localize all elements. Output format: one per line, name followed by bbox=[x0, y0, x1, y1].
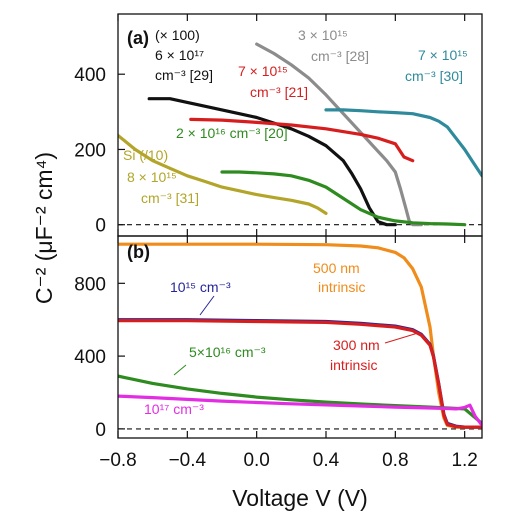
annotation-black-conc: 6 × 10¹⁷ bbox=[155, 47, 204, 63]
x-tick-label: −0.4 bbox=[169, 450, 207, 471]
series-line-red bbox=[118, 319, 482, 429]
annotation-red-ref: cm⁻³ [21] bbox=[250, 84, 308, 100]
panel-a-label: (a) bbox=[127, 28, 149, 48]
annotation-red-type: intrinsic bbox=[330, 357, 377, 373]
panel-b-ticks-group: 0 400 800 −0.8 −0.4 0.0 0.4 0.8 1.2 bbox=[74, 236, 478, 471]
panel-b-series-group bbox=[118, 242, 482, 430]
annotation-orange-type: intrinsic bbox=[318, 279, 365, 295]
leader-line-green bbox=[173, 364, 187, 376]
panel-a: 0 200 400 (a) (× 100) 6 × 10¹⁷ cm⁻³ [29] 3… bbox=[74, 13, 483, 237]
annotation-olive-ref: cm⁻³ [31] bbox=[141, 190, 199, 206]
panel-b-label: (b) bbox=[127, 242, 150, 262]
y-axis-title: C⁻² (μF⁻² cm⁴) bbox=[31, 152, 57, 304]
annotation-teal-ref: cm⁻³ [30] bbox=[405, 68, 463, 84]
series-line-magenta bbox=[118, 394, 482, 427]
x-tick-label: −0.8 bbox=[99, 450, 137, 471]
annotation-magenta-conc: 10¹⁷ cm⁻³ bbox=[144, 401, 204, 417]
x-axis-title: Voltage V (V) bbox=[232, 485, 368, 511]
annotation-teal-conc: 7 × 10¹⁵ bbox=[418, 47, 468, 63]
panel-a-ticks-group: 0 200 400 bbox=[74, 14, 466, 237]
annotation-black-ref: cm⁻³ [29] bbox=[155, 67, 213, 83]
series-line-black bbox=[147, 97, 397, 227]
annotation-green-conc-b: 5×10¹⁶ cm⁻³ bbox=[189, 344, 266, 360]
x-tick-label: 0.0 bbox=[243, 450, 269, 471]
y-tick-label: 400 bbox=[74, 347, 106, 368]
series-line-red bbox=[189, 117, 415, 163]
annotation-olive-label: Si (/10) bbox=[123, 147, 168, 163]
y-tick-label: 400 bbox=[74, 65, 106, 86]
leader-line-red bbox=[384, 332, 419, 344]
y-tick-label: 200 bbox=[74, 140, 106, 161]
annotation-orange-thickness: 500 nm bbox=[313, 260, 360, 276]
annotation-black-scale: (× 100) bbox=[155, 27, 200, 43]
panel-a-series-group bbox=[118, 42, 482, 227]
series-line-olive bbox=[118, 133, 328, 215]
y-tick-label: 800 bbox=[74, 274, 106, 295]
annotation-navy-conc: 10¹⁵ cm⁻³ bbox=[170, 279, 231, 295]
y-tick-label: 0 bbox=[95, 420, 106, 441]
annotation-olive-conc: 8 × 10¹⁵ bbox=[127, 169, 177, 185]
y-tick-label: 0 bbox=[95, 216, 106, 237]
annotation-red-thickness: 300 nm bbox=[333, 337, 380, 353]
series-line-green bbox=[220, 170, 467, 227]
panel-b: 0 400 800 −0.8 −0.4 0.0 0.4 0.8 1.2 (b) 500 nm i… bbox=[74, 235, 483, 471]
annotation-green-conc: 2 × 10¹⁶ cm⁻³ [20] bbox=[176, 125, 288, 141]
leader-line-navy bbox=[199, 295, 215, 316]
annotation-gray-ref: cm⁻³ [28] bbox=[311, 48, 369, 64]
annotation-gray-conc: 3 × 10¹⁵ bbox=[298, 27, 348, 43]
annotation-red-conc: 7 × 10¹⁵ bbox=[238, 63, 288, 79]
panel-b-frame bbox=[117, 235, 483, 439]
x-tick-label: 1.2 bbox=[451, 450, 477, 471]
x-tick-label: 0.4 bbox=[313, 450, 340, 471]
series-line-gray bbox=[255, 42, 423, 227]
x-tick-label: 0.8 bbox=[382, 450, 408, 471]
series-line-teal bbox=[324, 108, 482, 178]
